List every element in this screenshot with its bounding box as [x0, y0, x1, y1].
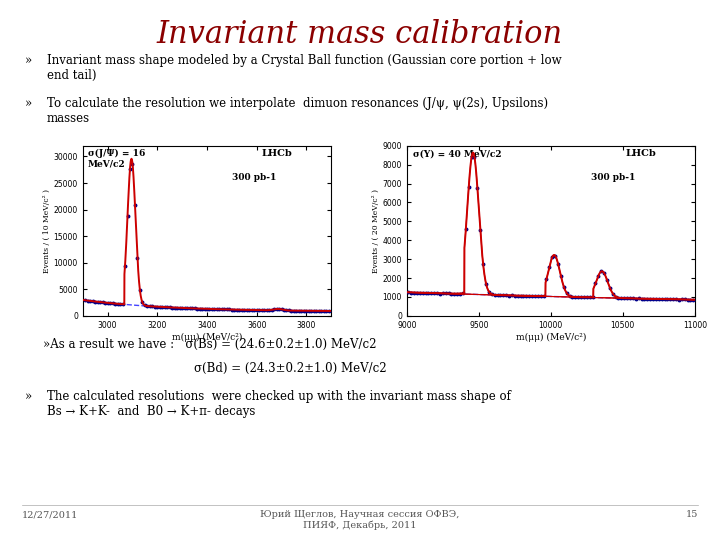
Text: »: »: [25, 54, 32, 67]
X-axis label: m(μμ) (MeV/c²): m(μμ) (MeV/c²): [172, 333, 242, 342]
X-axis label: m(μμ) (MeV/c²): m(μμ) (MeV/c²): [516, 333, 586, 342]
Text: σ(Y) = 40 MeV/c2: σ(Y) = 40 MeV/c2: [413, 149, 501, 158]
Text: Юрий Щеглов, Научная сессия ОФВЭ,
ПИЯФ, Декабрь, 2011: Юрий Щеглов, Научная сессия ОФВЭ, ПИЯФ, …: [261, 510, 459, 530]
Text: »: »: [25, 97, 32, 110]
Text: Invariant mass calibration: Invariant mass calibration: [157, 19, 563, 50]
Text: Invariant mass shape modeled by a Crystal Ball function (Gaussian core portion +: Invariant mass shape modeled by a Crysta…: [47, 54, 562, 82]
Text: LHCb: LHCb: [261, 149, 292, 158]
Text: 15: 15: [686, 510, 698, 519]
Text: σ(Bd) = (24.3±0.2±1.0) MeV/c2: σ(Bd) = (24.3±0.2±1.0) MeV/c2: [194, 362, 387, 375]
Text: »: »: [25, 390, 32, 403]
Y-axis label: Events / ( 20 MeV/c² ): Events / ( 20 MeV/c² ): [372, 189, 379, 273]
Text: σ(J/Ψ) = 16
MeV/c2: σ(J/Ψ) = 16 MeV/c2: [88, 149, 145, 168]
Text: 300 pb-1: 300 pb-1: [591, 173, 636, 182]
Text: 12/27/2011: 12/27/2011: [22, 510, 78, 519]
Text: The calculated resolutions  were checked up with the invariant mass shape of
Bs : The calculated resolutions were checked …: [47, 390, 510, 418]
Text: LHCb: LHCb: [626, 149, 657, 158]
Y-axis label: Events / ( 10 MeV/c² ): Events / ( 10 MeV/c² ): [42, 189, 51, 273]
Text: »As a result we have :   σ(Bs) = (24.6±0.2±1.0) MeV/c2: »As a result we have : σ(Bs) = (24.6±0.2…: [43, 338, 377, 350]
Text: 300 pb-1: 300 pb-1: [232, 173, 276, 182]
Text: To calculate the resolution we interpolate  dimuon resonances (J/ψ, ψ(2s), Upsil: To calculate the resolution we interpola…: [47, 97, 548, 125]
